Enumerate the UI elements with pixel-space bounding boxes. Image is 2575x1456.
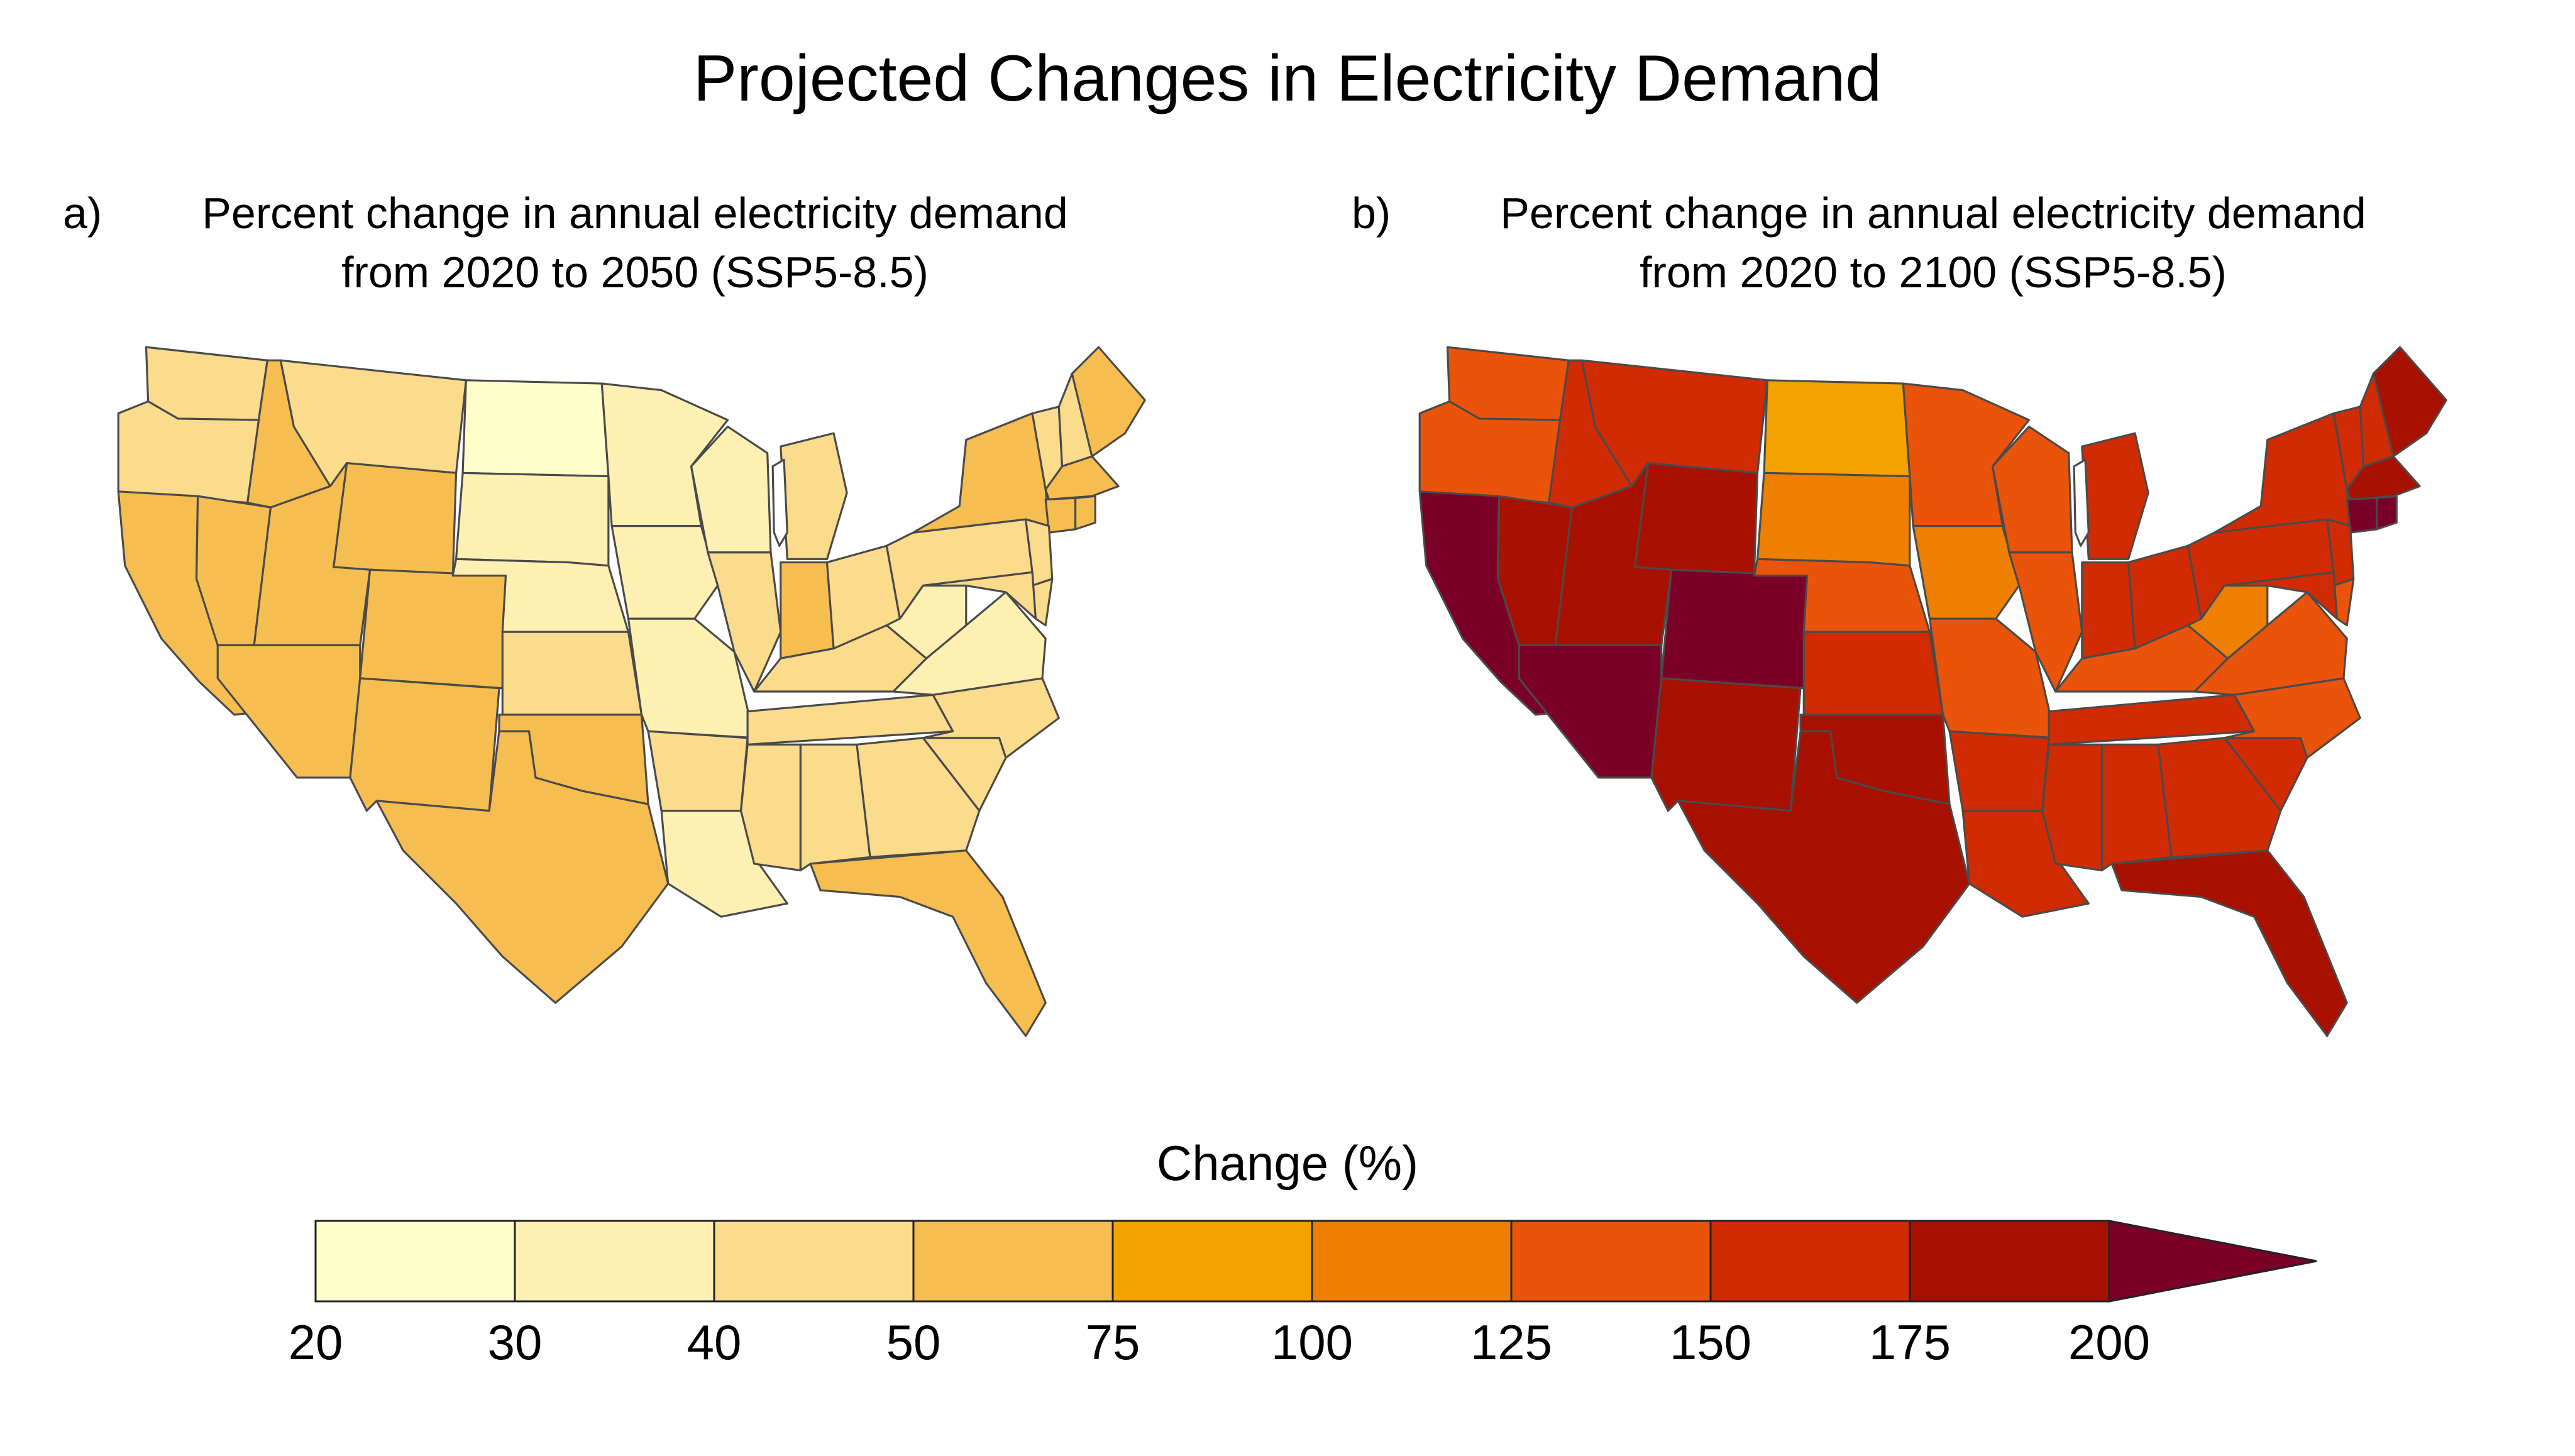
state-ms-b: [2041, 743, 2103, 872]
state-me-a: [1071, 346, 1146, 458]
colorbar-swatch-4: [1111, 1220, 1313, 1303]
state-sd-a: [455, 472, 610, 567]
state-me-b: [2372, 346, 2447, 458]
state-wi-a: [690, 425, 772, 554]
state-mi-a: [780, 432, 848, 560]
state-nm-a: [349, 677, 500, 812]
figure-title: Projected Changes in Electricity Demand: [693, 42, 1882, 115]
state-in-b: [2081, 561, 2136, 659]
colorbar-swatch-3: [912, 1220, 1114, 1303]
state-nc-a: [922, 677, 1060, 759]
state-ct-a: [1044, 497, 1077, 534]
state-nm-b: [1650, 677, 1802, 812]
state-ia-b: [1912, 525, 2021, 620]
legend-title: Change (%): [1156, 1135, 1419, 1191]
state-ct-b: [2346, 497, 2378, 534]
state-ga-b: [2157, 737, 2282, 858]
colorbar-tick-30: 30: [487, 1315, 543, 1370]
map-panel-b: [1364, 321, 2508, 1062]
colorbar-swatch-1: [514, 1220, 715, 1303]
state-ms-a: [739, 743, 802, 872]
state-ks-a: [501, 631, 643, 716]
state-ny-a: [912, 412, 1050, 534]
state-wy-a: [333, 461, 458, 577]
colorbar-tick-100: 100: [1271, 1315, 1354, 1370]
state-fl-b: [2110, 849, 2348, 1037]
state-ar-a: [647, 730, 749, 812]
state-co-a: [359, 568, 507, 690]
state-wi-b: [1991, 425, 2073, 554]
state-tx-a: [375, 730, 670, 1004]
state-wy-b: [1634, 461, 1759, 577]
panel-a-title-line1: Percent change in annual electricity dem…: [202, 189, 1068, 238]
panel-a-letter: a): [63, 189, 102, 238]
colorbar-swatch-2: [713, 1220, 915, 1303]
state-fl-a: [809, 849, 1047, 1037]
panel-a-title-line2: from 2020 to 2050 (SSP5-8.5): [341, 248, 929, 297]
colorbar-swatch-0: [314, 1220, 516, 1303]
state-ia-a: [610, 525, 719, 620]
state-nc-b: [2223, 677, 2361, 759]
state-ar-b: [1948, 730, 2050, 812]
state-md-b: [2223, 571, 2338, 620]
panel-a-title: Percent change in annual electricity dem…: [101, 184, 1169, 302]
panel-b-title-line2: from 2020 to 2100 (SSP5-8.5): [1640, 248, 2227, 297]
colorbar-tick-150: 150: [1669, 1315, 1752, 1370]
state-ri-a: [1074, 495, 1096, 531]
state-ks-b: [1802, 631, 1944, 716]
map-panel-a: [63, 321, 1207, 1062]
colorbar: [314, 1220, 2317, 1303]
colorbar-swatch-5: [1311, 1220, 1513, 1303]
state-ri-b: [2376, 495, 2398, 531]
panel-b-title-line1: Percent change in annual electricity dem…: [1500, 189, 2366, 238]
state-nd-b: [1763, 379, 1911, 478]
state-ga-a: [856, 737, 981, 858]
state-ny-b: [2213, 412, 2352, 534]
panel-b-letter: b): [1352, 189, 1391, 238]
state-tx-b: [1677, 730, 1971, 1004]
colorbar-tick-125: 125: [1470, 1315, 1553, 1370]
colorbar-swatch-6: [1510, 1220, 1712, 1303]
state-md-a: [922, 571, 1037, 620]
colorbar-swatch-7: [1709, 1220, 1911, 1303]
colorbar-tick-40: 40: [686, 1315, 742, 1370]
colorbar-tick-200: 200: [2068, 1315, 2151, 1370]
colorbar-tick-175: 175: [1868, 1315, 1951, 1370]
state-in-a: [780, 561, 835, 659]
colorbar-tick-20: 20: [288, 1315, 343, 1370]
state-sd-b: [1756, 472, 1911, 567]
state-az-a: [216, 644, 361, 779]
state-nd-a: [461, 379, 610, 478]
colorbar-swatch-8: [1909, 1220, 2110, 1303]
panel-b-title: Percent change in annual electricity dem…: [1399, 184, 2467, 302]
colorbar-tick-50: 50: [886, 1315, 941, 1370]
state-az-b: [1518, 644, 1663, 779]
us-state-map-a: [117, 346, 1146, 1037]
colorbar-extend-arrow: [2108, 1220, 2317, 1303]
colorbar-tick-75: 75: [1085, 1315, 1140, 1370]
state-wa-b: [1446, 346, 1570, 421]
state-mi-b: [2081, 432, 2149, 560]
lake-michigan-b: [2073, 458, 2090, 547]
state-co-b: [1660, 568, 1809, 690]
lake-michigan-a: [771, 458, 788, 547]
us-state-map-b: [1418, 346, 2447, 1037]
state-wa-a: [145, 346, 268, 421]
